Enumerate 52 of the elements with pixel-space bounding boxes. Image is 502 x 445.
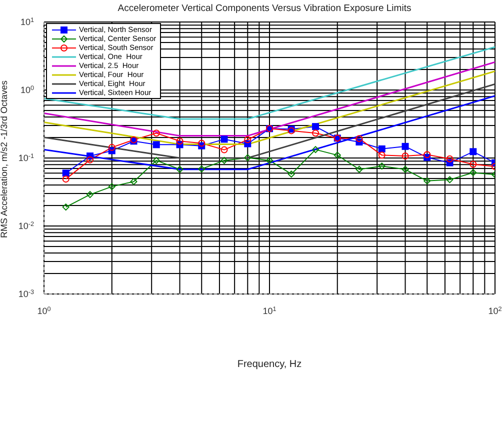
point <box>86 191 94 198</box>
point <box>334 152 341 159</box>
point <box>62 170 70 177</box>
x-tick-label: 10$^{0}$ <box>37 306 52 316</box>
y-tick-label: 10$^{0}$ <box>20 84 34 95</box>
point <box>312 130 320 137</box>
point <box>312 146 320 154</box>
point <box>152 156 160 164</box>
point <box>424 151 431 158</box>
point <box>402 152 409 160</box>
point <box>470 148 477 156</box>
point <box>378 162 386 170</box>
y-tick-label: 10$^{-3}$ <box>18 288 34 299</box>
point <box>62 204 70 211</box>
point <box>402 166 409 173</box>
point <box>108 183 116 190</box>
y-tick-label: 10$^{-1}$ <box>18 152 34 163</box>
y-axis-title: RMS Acceleration, m/s2 -1/3rd Octaves <box>0 80 10 238</box>
point <box>108 144 116 151</box>
x-tick-label: 10$^{2}$ <box>488 306 502 316</box>
chart-title: Accelerometer Vertical Components Versus Vibration Exposure Limits <box>116 3 412 14</box>
x-tick-label: 10$^{1}$ <box>262 306 277 316</box>
point <box>356 135 363 142</box>
point <box>130 178 138 186</box>
point <box>266 156 273 164</box>
point <box>152 130 160 137</box>
point <box>220 136 228 143</box>
point <box>378 145 386 152</box>
point <box>62 176 70 183</box>
point <box>288 170 295 178</box>
point <box>220 146 228 154</box>
y-tick-label: 10$^{-2}$ <box>18 220 34 231</box>
point <box>244 154 252 162</box>
x-axis-title: Frequency, Hz <box>237 359 302 370</box>
point <box>176 166 184 173</box>
point <box>356 166 363 173</box>
point <box>244 136 252 144</box>
point <box>198 140 206 147</box>
point <box>470 169 477 176</box>
point <box>198 165 206 172</box>
point <box>446 155 454 162</box>
point <box>446 176 454 184</box>
point <box>312 123 320 130</box>
point <box>402 142 409 150</box>
point <box>176 138 184 145</box>
y-tick-label: 10$^{1}$ <box>20 16 34 27</box>
point <box>86 156 94 164</box>
point <box>152 141 160 148</box>
point <box>424 177 431 184</box>
point <box>470 160 477 168</box>
point <box>220 156 228 164</box>
point <box>378 152 386 159</box>
